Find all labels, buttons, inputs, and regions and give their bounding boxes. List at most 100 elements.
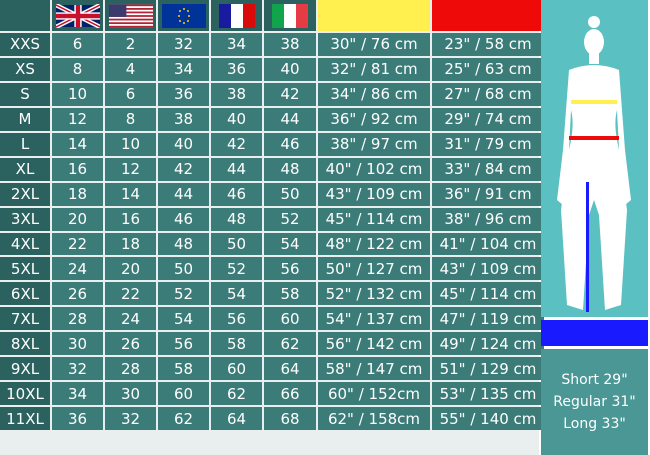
body-figure — [541, 0, 648, 317]
cell-hip: 53" / 135 cm — [432, 382, 544, 406]
cell-waist: 48" / 122 cm — [318, 232, 430, 256]
cell-us: 32 — [105, 407, 156, 431]
eu-header — [158, 0, 209, 31]
cell-it: 64 — [264, 357, 316, 381]
cell-us: 26 — [105, 332, 156, 356]
inseam-header — [541, 320, 648, 346]
cell-fr: 52 — [211, 257, 262, 281]
cell-it: 54 — [264, 232, 316, 256]
it-flag-icon — [272, 3, 308, 28]
cell-us: 24 — [105, 307, 156, 331]
cell-eu: 58 — [158, 357, 209, 381]
cell-eu: 54 — [158, 307, 209, 331]
cell-us: 28 — [105, 357, 156, 381]
inseam-lengths: Short 29" Regular 31" Long 33" — [541, 349, 648, 455]
cell-eu: 50 — [158, 257, 209, 281]
inseam-long: Long 33" — [563, 416, 626, 432]
cell-fr: 38 — [211, 82, 262, 106]
cell-eu: 60 — [158, 382, 209, 406]
cell-us: 20 — [105, 257, 156, 281]
cell-eu: 56 — [158, 332, 209, 356]
cell-eu: 62 — [158, 407, 209, 431]
cell-it: 38 — [264, 33, 316, 56]
cell-hip: 29" / 74 cm — [432, 107, 544, 131]
cell-waist: 60" / 152cm — [318, 382, 430, 406]
cell-hip: 45" / 114 cm — [432, 282, 544, 306]
cell-us: 14 — [105, 182, 156, 206]
cell-waist: 62" / 158cm — [318, 407, 430, 431]
cell-uk: 14 — [52, 132, 103, 156]
cell-waist: 36" / 92 cm — [318, 107, 430, 131]
cell-waist: 43" / 109 cm — [318, 182, 430, 206]
cell-hip: 31" / 79 cm — [432, 132, 544, 156]
cell-size: L — [0, 132, 50, 156]
cell-us: 8 — [105, 107, 156, 131]
cell-uk: 36 — [52, 407, 103, 431]
cell-waist: 54" / 137 cm — [318, 307, 430, 331]
cell-fr: 64 — [211, 407, 262, 431]
cell-uk: 12 — [52, 107, 103, 131]
cell-us: 10 — [105, 132, 156, 156]
woman-silhouette-icon — [557, 16, 631, 312]
cell-eu: 42 — [158, 157, 209, 181]
cell-waist: 56" / 142 cm — [318, 332, 430, 356]
cell-size: 11XL — [0, 407, 50, 431]
inseam-regular: Regular 31" — [553, 394, 636, 410]
cell-fr: 62 — [211, 382, 262, 406]
cell-hip: 27" / 68 cm — [432, 82, 544, 106]
cell-size: 9XL — [0, 357, 50, 381]
cell-fr: 34 — [211, 33, 262, 56]
cell-eu: 44 — [158, 182, 209, 206]
cell-us: 18 — [105, 232, 156, 256]
fr-flag-icon — [218, 3, 255, 28]
cell-it: 66 — [264, 382, 316, 406]
cell-hip: 55" / 140 cm — [432, 407, 544, 431]
hip-line — [569, 136, 619, 140]
cell-eu: 52 — [158, 282, 209, 306]
cell-hip: 25" / 63 cm — [432, 57, 544, 81]
cell-fr: 44 — [211, 157, 262, 181]
cell-waist: 58" / 147 cm — [318, 357, 430, 381]
cell-fr: 40 — [211, 107, 262, 131]
cell-it: 56 — [264, 257, 316, 281]
cell-eu: 38 — [158, 107, 209, 131]
cell-eu: 36 — [158, 82, 209, 106]
us-flag-icon — [108, 3, 153, 28]
inseam-short: Short 29" — [561, 372, 628, 388]
cell-us: 4 — [105, 57, 156, 81]
cell-us: 16 — [105, 207, 156, 231]
cell-size: 5XL — [0, 257, 50, 281]
cell-hip: 36" / 91 cm — [432, 182, 544, 206]
cell-us: 12 — [105, 157, 156, 181]
cell-hip: 23" / 58 cm — [432, 33, 544, 56]
cell-fr: 50 — [211, 232, 262, 256]
cell-waist: 30" / 76 cm — [318, 33, 430, 56]
cell-hip: 33" / 84 cm — [432, 157, 544, 181]
cell-size: 10XL — [0, 382, 50, 406]
cell-it: 50 — [264, 182, 316, 206]
cell-size: 6XL — [0, 282, 50, 306]
cell-waist: 45" / 114 cm — [318, 207, 430, 231]
cell-uk: 8 — [52, 57, 103, 81]
measurement-guide: Short 29" Regular 31" Long 33" — [541, 0, 648, 455]
cell-us: 30 — [105, 382, 156, 406]
cell-us: 22 — [105, 282, 156, 306]
cell-size: 2XL — [0, 182, 50, 206]
cell-it: 48 — [264, 157, 316, 181]
cell-uk: 16 — [52, 157, 103, 181]
us-header — [105, 0, 156, 31]
waist-line — [571, 100, 617, 104]
cell-hip: 41" / 104 cm — [432, 232, 544, 256]
size-chart-table: XXS 6 2 32 34 38 30" / 76 cm 23" / 58 cm XS 8 4 34 3… — [0, 0, 544, 455]
cell-uk: 30 — [52, 332, 103, 356]
cell-size: 4XL — [0, 232, 50, 256]
cell-size: 8XL — [0, 332, 50, 356]
cell-fr: 60 — [211, 357, 262, 381]
cell-size: 3XL — [0, 207, 50, 231]
cell-it: 52 — [264, 207, 316, 231]
cell-fr: 36 — [211, 57, 262, 81]
cell-uk: 32 — [52, 357, 103, 381]
cell-it: 62 — [264, 332, 316, 356]
cell-hip: 49" / 124 cm — [432, 332, 544, 356]
cell-uk: 18 — [52, 182, 103, 206]
